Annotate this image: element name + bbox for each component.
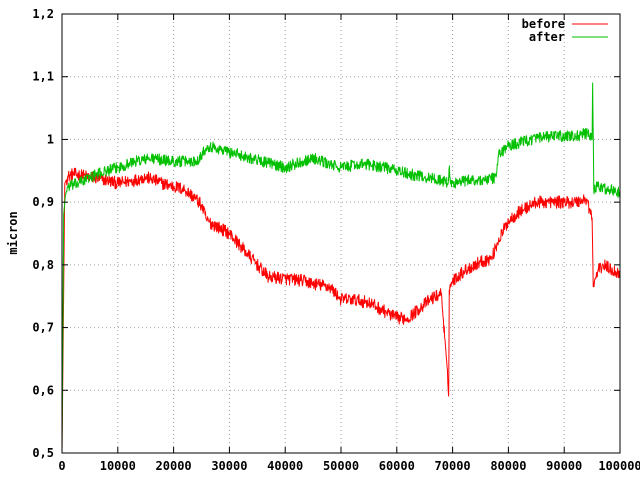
x-tick-label: 10000 xyxy=(100,459,136,473)
grid xyxy=(62,14,620,453)
legend-label-after: after xyxy=(529,30,565,44)
x-tick-label: 80000 xyxy=(490,459,526,473)
x-tick-label: 50000 xyxy=(323,459,359,473)
x-tick-label: 0 xyxy=(58,459,65,473)
y-axis-label: micron xyxy=(6,211,20,254)
x-tick-label: 100000 xyxy=(598,459,640,473)
x-tick-label: 20000 xyxy=(156,459,192,473)
y-tick-label: 1,2 xyxy=(32,7,54,21)
legend-label-before: before xyxy=(522,17,565,31)
x-tick-label: 30000 xyxy=(211,459,247,473)
x-tick-label: 90000 xyxy=(546,459,582,473)
y-tick-label: 0,7 xyxy=(32,321,54,335)
y-tick-label: 1,1 xyxy=(32,70,54,84)
y-tick-label: 0,8 xyxy=(32,258,54,272)
plot-frame xyxy=(61,13,621,454)
axis-ticks: 0 10000 20000 30000 40000 50000 60000 70000 8000… xyxy=(32,7,640,473)
x-tick-label: 70000 xyxy=(435,459,471,473)
series-layer xyxy=(61,82,621,454)
x-tick-label: 60000 xyxy=(379,459,415,473)
y-tick-label: 0,9 xyxy=(32,195,54,209)
plot-border xyxy=(61,13,621,454)
y-tick-label: 1 xyxy=(47,132,54,146)
x-tick-label: 40000 xyxy=(267,459,303,473)
y-tick-label: 0,5 xyxy=(32,446,54,460)
series-line-before xyxy=(61,167,621,454)
series-line-after xyxy=(61,82,621,454)
y-tick-label: 0,6 xyxy=(32,383,54,397)
